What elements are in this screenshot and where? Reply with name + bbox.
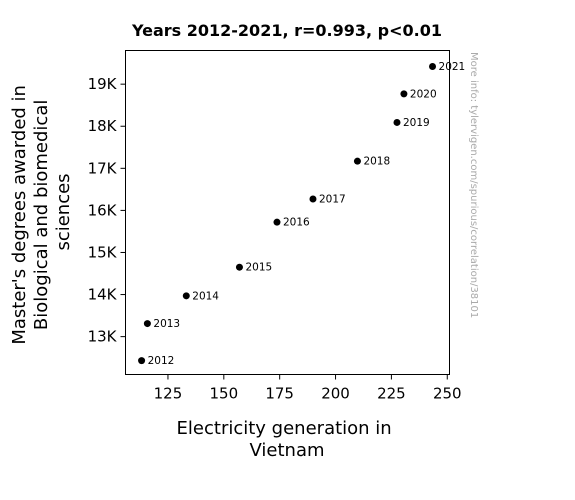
data-point [309,195,317,203]
x-axis-label-line-2: Vietnam [249,440,324,461]
data-point [393,118,401,126]
data-point-label: 2018 [363,156,390,168]
x-tick-label: 225 [377,385,406,403]
data-point-label: 2014 [192,290,219,302]
y-axis-label-line-3: sciences [53,173,74,250]
y-tick-label: 19K [88,75,118,93]
data-point-label: 2015 [245,262,272,274]
data-point [400,90,408,98]
data-point-label: 2012 [148,355,175,367]
source-watermark: More info: tylervigen.com/spurious/corre… [468,52,479,318]
data-point-label: 2016 [283,217,310,229]
data-point [182,292,190,300]
y-tick-label: 16K [88,201,118,219]
data-point [235,263,243,271]
data-point [143,320,151,328]
data-point [273,218,281,226]
y-axis-label-line-2: Biological and biomedical [31,100,52,330]
y-axis-label: Master's degrees awarded in Biological a… [9,79,74,344]
x-tick-label: 250 [433,385,462,403]
data-point-label: 2019 [403,117,430,129]
data-point-label: 2017 [319,194,346,206]
data-point [353,157,361,165]
data-point-label: 2020 [410,88,437,100]
x-axis-label-line-1: Electricity generation in [177,418,392,439]
chart-title: Years 2012-2021, r=0.993, p<0.01 [131,21,442,40]
y-axis: 13K 14K 15K 16K 17K 18K 19K [88,75,126,346]
y-tick-label: 18K [88,117,118,135]
y-axis-label-line-1: Master's degrees awarded in [9,85,30,345]
y-tick-label: 13K [88,328,118,346]
x-tick-label: 125 [154,385,183,403]
x-tick-label: 200 [321,385,350,403]
y-tick-label: 14K [88,286,118,304]
data-point-label: 2021 [439,61,466,73]
x-tick-label: 150 [209,385,238,403]
x-axis: 125 150 175 200 225 250 [154,374,462,403]
y-tick-label: 17K [88,159,118,177]
data-points: 2012 2013 2014 2015 2016 2017 2018 2019 2020 2021 [138,61,465,367]
x-axis-label: Electricity generation in Vietnam [177,418,398,461]
plot-area [125,50,450,375]
x-tick-label: 175 [265,385,294,403]
y-tick-label: 15K [88,243,118,261]
data-point [429,62,437,70]
data-point-label: 2013 [153,318,180,330]
data-point [138,357,146,365]
